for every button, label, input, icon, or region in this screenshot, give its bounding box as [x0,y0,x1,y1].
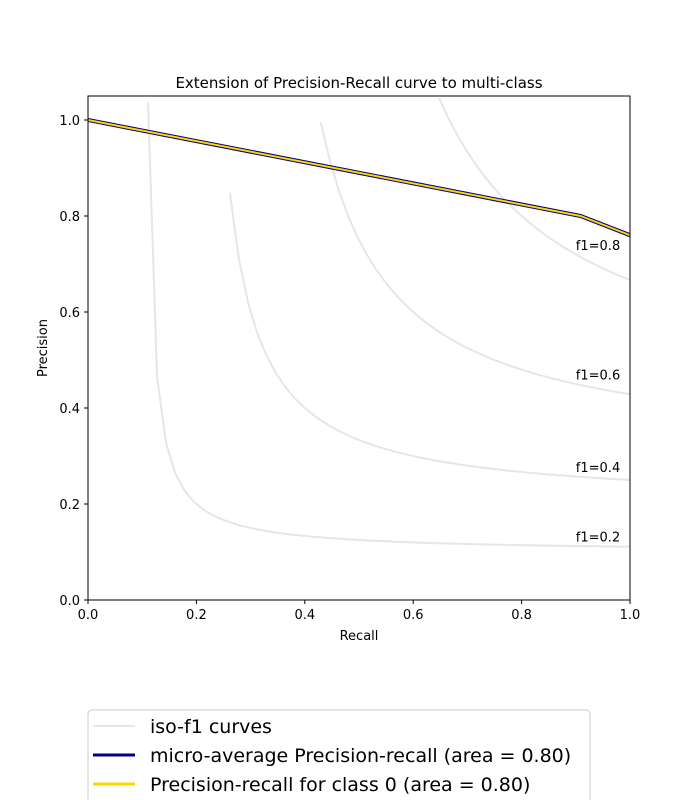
x-tick-label: 0.4 [294,608,315,623]
y-tick-label: 0.8 [59,210,80,225]
x-tick-label: 0.8 [511,608,532,623]
x-tick-label: 0.6 [403,608,424,623]
y-axis-label: Precision [36,319,51,377]
x-tick-label: 0.0 [78,608,99,623]
x-tick-label: 1.0 [620,608,641,623]
plot-frame [87,95,631,601]
x-axis-label: Recall [340,629,379,644]
x-axis-ticks: 0.0 0.2 0.4 0.6 0.8 1.0 [78,600,641,623]
series-line-class-0 [88,119,630,237]
series-lines [88,118,630,238]
iso-f1-label: f1=0.6 [576,368,620,383]
legend-label: iso-f1 curves [150,716,272,738]
iso-f1-label: f1=0.2 [576,530,620,545]
y-tick-label: 0.4 [59,402,80,417]
iso-f1-label: f1=0.4 [576,461,620,476]
chart-title: Extension of Precision-Recall curve to m… [175,74,542,92]
x-tick-label: 0.2 [186,608,207,623]
y-tick-label: 0.2 [59,498,80,513]
iso-f1-curve-0-6 [319,122,630,396]
iso-f1-curves [146,97,630,548]
y-tick-label: 0.0 [59,594,80,609]
legend-label: micro-average Precision-recall (area = 0… [150,745,571,767]
legend: iso-f1 curves micro-average Precision-rec… [87,709,591,800]
iso-f1-curve-0-8 [438,97,630,281]
legend-label: Precision-recall for class 0 (area = 0.8… [150,774,530,796]
y-tick-label: 1.0 [59,114,80,129]
legend-box [87,709,591,800]
iso-f1-curve-0-2 [146,102,630,548]
iso-f1-curve-0-4 [228,192,630,481]
y-tick-label: 0.6 [59,306,80,321]
iso-f1-label: f1=0.8 [576,239,620,254]
y-axis-ticks: 0.0 0.2 0.4 0.6 0.8 1.0 [59,114,88,609]
